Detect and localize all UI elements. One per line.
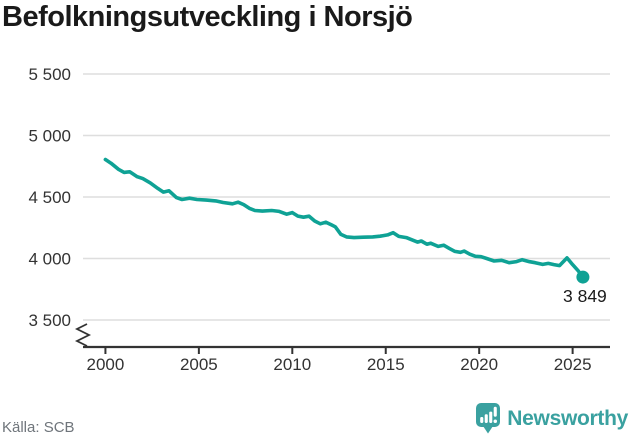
x-tick-label: 2020 (460, 355, 498, 374)
population-chart: 3 500 4 000 4 500 5 000 5 500 2000 2005 2010 201… (28, 65, 610, 374)
y-tick-label: 5 500 (28, 65, 71, 84)
x-tick-label: 2010 (273, 355, 311, 374)
newsworthy-bubble-icon (476, 403, 501, 434)
y-tick-label: 5 000 (28, 127, 71, 146)
source-label: Källa: SCB (2, 419, 75, 436)
y-tick-label: 4 000 (28, 250, 71, 269)
x-tick-label: 2015 (367, 355, 405, 374)
x-tick-label: 2005 (180, 355, 218, 374)
newsworthy-logo: Newsworthy (476, 403, 628, 435)
y-tick-label: 4 500 (28, 188, 71, 207)
population-line (103, 157, 585, 279)
chart-title: Befolkningsutveckling i Norsjö (2, 1, 413, 33)
y-tick-label: 3 500 (28, 311, 71, 330)
newsworthy-wordmark: Newsworthy (507, 407, 628, 430)
end-point-marker (576, 270, 590, 284)
end-point-label: 3 849 (563, 286, 607, 306)
axis-break-icon (74, 323, 92, 347)
x-tick-label: 2025 (554, 355, 592, 374)
x-tick-label: 2000 (87, 355, 125, 374)
